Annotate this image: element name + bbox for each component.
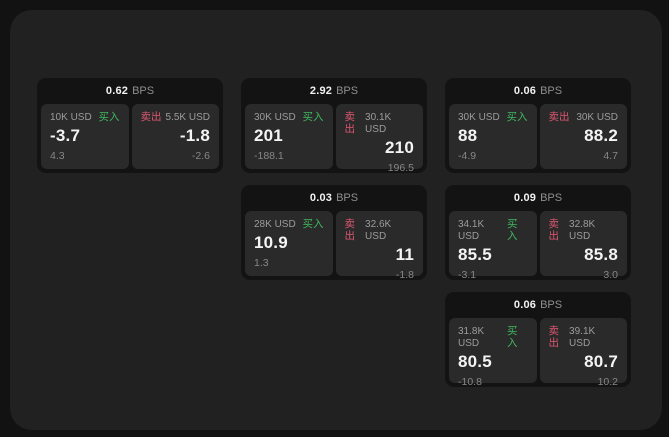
- sell-change: 4.7: [603, 150, 618, 162]
- quote-card: 0.06 BPS 30K USD 买入 88 -4.9 卖出 30K USD 8…: [445, 78, 631, 173]
- sell-notional-amount: 30.1K USD: [365, 112, 392, 135]
- quote-card-header: 0.06 BPS: [449, 292, 627, 318]
- quote-card-body: 10K USD 买入 -3.7 4.3 卖出 5.5K USD -1.8 -2.…: [41, 104, 219, 169]
- buy-notional-amount: 30K USD: [254, 112, 296, 123]
- buy-notional-amount: 28K USD: [254, 219, 296, 230]
- bps-value: 0.62: [105, 85, 129, 97]
- sell-panel[interactable]: 卖出 30K USD 88.2 4.7: [539, 104, 627, 169]
- quote-card-body: 30K USD 买入 88 -4.9 卖出 30K USD 88.2 4.7: [449, 104, 627, 169]
- sell-panel[interactable]: 卖出 39.1K USD 80.7 10.2: [539, 318, 627, 388]
- bps-unit-label: BPS: [540, 299, 563, 311]
- buy-side-label: 买入: [506, 111, 528, 123]
- bps-value: 2.92: [309, 85, 333, 97]
- bps-value: 0.06: [513, 85, 537, 97]
- sell-change: 196.5: [387, 162, 414, 174]
- buy-side-label: 买入: [506, 325, 518, 349]
- buy-panel[interactable]: 31.8K USD 买入 80.5 -10.8: [449, 318, 537, 388]
- buy-change: -4.9: [458, 150, 477, 162]
- buy-panel[interactable]: 30K USD 买入 201 -188.1: [245, 104, 333, 169]
- buy-change: -10.8: [458, 376, 482, 388]
- buy-change: -188.1: [254, 150, 284, 162]
- quote-card-header: 0.62 BPS: [41, 78, 219, 104]
- buy-notional-amount: 10K USD: [50, 112, 92, 123]
- sell-panel[interactable]: 卖出 5.5K USD -1.8 -2.6: [131, 104, 219, 169]
- sell-change: -2.6: [191, 150, 210, 162]
- quote-card-header: 0.09 BPS: [449, 185, 627, 211]
- quote-card-header: 0.06 BPS: [449, 78, 627, 104]
- bps-value: 0.03: [309, 192, 333, 204]
- buy-panel[interactable]: 28K USD 买入 10.9 1.3: [245, 211, 333, 276]
- buy-price: 10.9: [254, 233, 288, 252]
- buy-price: 80.5: [458, 352, 492, 371]
- buy-side-label: 买入: [506, 218, 518, 242]
- sell-side-label: 卖出: [548, 218, 560, 242]
- buy-panel[interactable]: 10K USD 买入 -3.7 4.3: [41, 104, 129, 169]
- sell-notional-amount: 30K USD: [576, 112, 618, 123]
- bps-unit-label: BPS: [336, 192, 359, 204]
- sell-price: 80.7: [584, 352, 618, 371]
- sell-price: 11: [395, 245, 414, 264]
- buy-price: -3.7: [50, 126, 81, 145]
- sell-price: 85.8: [584, 245, 618, 264]
- quote-card: 0.03 BPS 28K USD 买入 10.9 1.3 卖出 32.6K US…: [241, 185, 427, 281]
- trading-panel: 0.62 BPS 10K USD 买入 -3.7 4.3 卖出 5.5K USD…: [10, 10, 662, 430]
- quote-card: 0.09 BPS 34.1K USD 买入 85.5 -3.1 卖出 32.8K…: [445, 185, 631, 281]
- buy-side-label: 买入: [302, 111, 324, 123]
- sell-change: -1.8: [395, 269, 414, 281]
- buy-side-label: 买入: [302, 218, 324, 230]
- buy-price: 88: [458, 126, 478, 145]
- quote-card-body: 31.8K USD 买入 80.5 -10.8 卖出 39.1K USD 80.…: [449, 318, 627, 388]
- sell-side-label: 卖出: [548, 111, 570, 123]
- sell-notional-amount: 39.1K USD: [569, 326, 596, 349]
- sell-change: 3.0: [603, 269, 618, 281]
- quote-card-body: 34.1K USD 买入 85.5 -3.1 卖出 32.8K USD 85.8…: [449, 211, 627, 281]
- bps-unit-label: BPS: [540, 85, 563, 97]
- buy-change: 1.3: [254, 257, 269, 269]
- sell-side-label: 卖出: [140, 111, 162, 123]
- bps-unit-label: BPS: [336, 85, 359, 97]
- bps-unit-label: BPS: [132, 85, 155, 97]
- sell-change: 10.2: [597, 376, 618, 388]
- buy-panel[interactable]: 30K USD 买入 88 -4.9: [449, 104, 537, 169]
- sell-notional-amount: 5.5K USD: [165, 112, 210, 123]
- buy-panel[interactable]: 34.1K USD 买入 85.5 -3.1: [449, 211, 537, 281]
- quote-card: 0.06 BPS 31.8K USD 买入 80.5 -10.8 卖出 39.1…: [445, 292, 631, 388]
- sell-side-label: 卖出: [344, 218, 356, 242]
- sell-notional-amount: 32.8K USD: [569, 219, 596, 242]
- buy-change: -3.1: [458, 269, 477, 281]
- buy-change: 4.3: [50, 150, 65, 162]
- quote-card-body: 28K USD 买入 10.9 1.3 卖出 32.6K USD 11 -1.8: [245, 211, 423, 281]
- sell-panel[interactable]: 卖出 32.6K USD 11 -1.8: [335, 211, 423, 281]
- sell-panel[interactable]: 卖出 30.1K USD 210 196.5: [335, 104, 423, 174]
- buy-price: 201: [254, 126, 283, 145]
- bps-unit-label: BPS: [540, 192, 563, 204]
- bps-value: 0.06: [513, 299, 537, 311]
- buy-price: 85.5: [458, 245, 492, 264]
- bps-value: 0.09: [513, 192, 537, 204]
- sell-panel[interactable]: 卖出 32.8K USD 85.8 3.0: [539, 211, 627, 281]
- buy-side-label: 买入: [98, 111, 120, 123]
- sell-price: -1.8: [179, 126, 210, 145]
- buy-notional-amount: 31.8K USD: [458, 326, 485, 349]
- buy-notional-amount: 30K USD: [458, 112, 500, 123]
- sell-price: 88.2: [584, 126, 618, 145]
- sell-notional-amount: 32.6K USD: [365, 219, 392, 242]
- quote-card: 2.92 BPS 30K USD 买入 201 -188.1 卖出 30.1K …: [241, 78, 427, 174]
- sell-side-label: 卖出: [548, 325, 560, 349]
- sell-price: 210: [385, 138, 414, 157]
- quote-card-body: 30K USD 买入 201 -188.1 卖出 30.1K USD 210 1…: [245, 104, 423, 174]
- sell-side-label: 卖出: [344, 111, 356, 135]
- buy-notional-amount: 34.1K USD: [458, 219, 485, 242]
- quote-card: 0.62 BPS 10K USD 买入 -3.7 4.3 卖出 5.5K USD…: [37, 78, 223, 173]
- quote-card-header: 0.03 BPS: [245, 185, 423, 211]
- quote-card-header: 2.92 BPS: [245, 78, 423, 104]
